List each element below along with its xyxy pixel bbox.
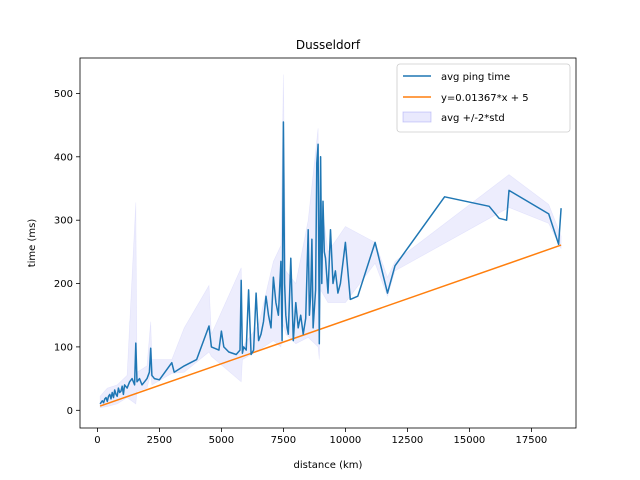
series-lines-group [99,121,562,407]
y-tick-label: 300 [54,216,73,227]
std-band-area [99,74,562,409]
plot-area-frame [79,57,577,429]
x-tick-label: 12500 [391,435,423,446]
x-tick-label: 2500 [147,435,172,446]
y-tick-label: 400 [54,152,73,163]
y-tick-label: 500 [54,89,73,100]
legend-box [396,63,571,133]
x-axis-label: distance (km) [294,460,363,471]
x-tick-label: 0 [94,435,100,446]
y-tick-label: 200 [54,279,73,290]
x-axis-ticks: 0 2500 5000 7500 10000 12500 15000 17500 [94,428,547,446]
legend: avg ping time y=0.01367*x + 5 avg +/-2*s… [396,63,571,133]
chart-title: Dusseldorf [296,38,361,52]
fit-line [99,244,562,407]
y-tick-label: 0 [67,406,73,417]
x-tick-label: 7500 [271,435,296,446]
x-tick-label: 5000 [209,435,234,446]
avg-ping-line [99,121,562,405]
x-tick-label: 17500 [515,435,547,446]
legend-label-avg: avg ping time [441,72,510,83]
x-tick-label: 10000 [329,435,361,446]
x-tick-label: 15000 [453,435,485,446]
legend-label-fit: y=0.01367*x + 5 [441,93,529,104]
y-axis-ticks: 0 100 200 300 400 500 [54,89,80,417]
std-band-group [99,74,562,409]
y-axis-label: time (ms) [27,219,38,268]
y-tick-label: 100 [54,342,73,353]
legend-swatch-band [402,111,432,123]
legend-label-band: avg +/-2*std [441,113,505,124]
